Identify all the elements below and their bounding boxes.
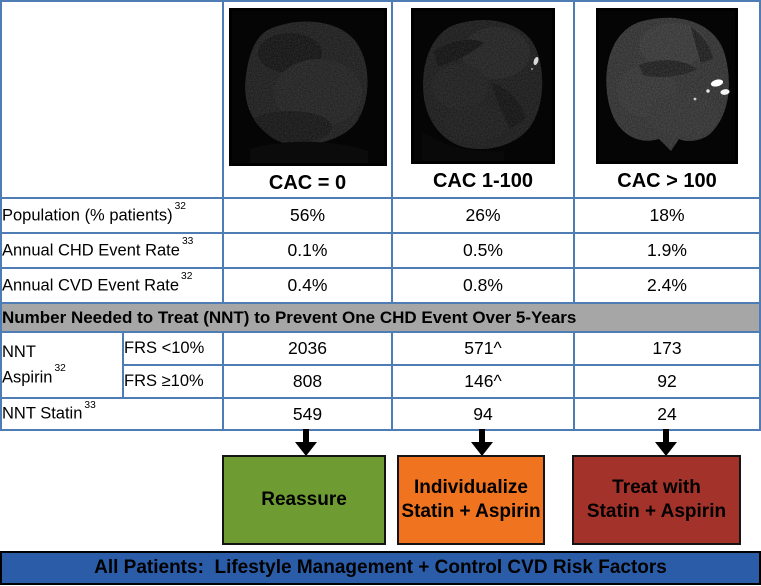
reference-superscript: 33	[84, 399, 96, 411]
down-arrow-icon	[471, 429, 493, 456]
reference-superscript: 32	[174, 201, 186, 213]
recommendation-box-individualize: Individualize Statin + Aspirin	[397, 455, 545, 545]
value-cell: 0.8%	[391, 267, 575, 304]
value-cell: 2.4%	[573, 267, 761, 304]
column-header-cac-0: CAC = 0	[268, 172, 347, 194]
value-cell: 92	[573, 364, 761, 399]
value-cell: 0.1%	[222, 232, 393, 269]
all-patients-banner: All Patients: Lifestyle Management + Con…	[0, 551, 761, 585]
cac-table: CAC = 0	[0, 0, 761, 431]
value-cell: 18%	[573, 197, 761, 234]
row-label-population: Population (% patients) 32	[0, 197, 224, 234]
row-label-chd-event-rate: Annual CHD Event Rate 33	[0, 232, 224, 269]
column-header-cac-over-100: CAC > 100	[617, 170, 717, 192]
calcium-deposits	[693, 79, 730, 101]
value-cell: 56%	[222, 197, 393, 234]
column-cac-over-100: CAC > 100	[573, 0, 761, 199]
value-cell: 549	[222, 397, 393, 431]
table-row-cvd-event-rate: Annual CVD Event Rate 32 0.4% 0.8% 2.4%	[0, 267, 761, 304]
row-label-frs-lt10: FRS <10%	[122, 331, 224, 366]
value-cell: 24	[573, 397, 761, 431]
recommendation-label: Statin + Aspirin	[401, 501, 541, 522]
value-cell: 571^	[391, 331, 575, 366]
cardiac-ct-scan-cac-1-100-image	[414, 11, 552, 161]
table-row-nnt-aspirin-frs-ge10: FRS ≥10% 808 146^ 92	[1, 364, 761, 399]
image-header-row: CAC = 0	[0, 0, 761, 199]
table-row-chd-event-rate: Annual CHD Event Rate 33 0.1% 0.5% 1.9%	[0, 232, 761, 269]
empty-corner-cell	[0, 0, 224, 199]
ct-image-cac-over-100	[596, 8, 738, 164]
value-cell: 2036	[222, 331, 393, 366]
down-arrow-icon	[295, 429, 317, 456]
nnt-banner: Number Needed to Treat (NNT) to Prevent …	[0, 302, 761, 333]
ct-image-cac-1-100	[411, 8, 555, 164]
column-cac-0: CAC = 0	[222, 0, 393, 199]
reference-superscript: 32	[54, 363, 66, 375]
recommendation-label: Reassure	[261, 489, 347, 510]
row-label-nnt-statin: NNT Statin 33	[0, 397, 224, 431]
recommendation-box-treat: Treat with Statin + Aspirin	[572, 455, 741, 545]
table-row-nnt-statin: NNT Statin 33 549 94 24	[0, 397, 761, 431]
recommendation-box-reassure: Reassure	[222, 455, 386, 545]
value-cell: 146^	[391, 364, 575, 399]
value-cell: 94	[391, 397, 575, 431]
row-label-frs-ge10: FRS ≥10%	[122, 364, 224, 399]
ct-image-cac-0	[228, 8, 387, 166]
column-cac-1-100: CAC 1-100	[391, 0, 575, 199]
value-cell: 1.9%	[573, 232, 761, 269]
down-arrow-icon	[655, 429, 677, 456]
recommendation-label: Statin + Aspirin	[586, 501, 727, 522]
value-cell: 173	[573, 331, 761, 366]
row-label-nnt-aspirin: NNT Aspirin 32	[0, 331, 124, 399]
cardiac-ct-scan-cac-0-image	[231, 11, 384, 163]
table-row-population: Population (% patients) 32 56% 26% 18%	[0, 197, 761, 234]
value-cell: 26%	[391, 197, 575, 234]
recommendation-label: Treat with	[612, 477, 701, 498]
row-label-cvd-event-rate: Annual CVD Event Rate 32	[0, 267, 224, 304]
value-cell: 0.4%	[222, 267, 393, 304]
cardiac-ct-scan-cac-over-100-image	[599, 11, 735, 161]
all-patients-banner-text: All Patients: Lifestyle Management + Con…	[94, 557, 667, 578]
value-cell: 0.5%	[391, 232, 575, 269]
table-row-nnt-aspirin-frs-lt10: NNT Aspirin 32 FRS <10% 2036 571^ 173	[0, 331, 761, 399]
reference-superscript: 33	[181, 236, 194, 248]
nnt-banner-row: Number Needed to Treat (NNT) to Prevent …	[0, 302, 761, 333]
column-header-cac-1-100: CAC 1-100	[432, 170, 534, 192]
value-cell: 808	[222, 364, 393, 399]
recommendation-label: Individualize	[413, 477, 529, 498]
reference-superscript: 32	[181, 271, 193, 283]
